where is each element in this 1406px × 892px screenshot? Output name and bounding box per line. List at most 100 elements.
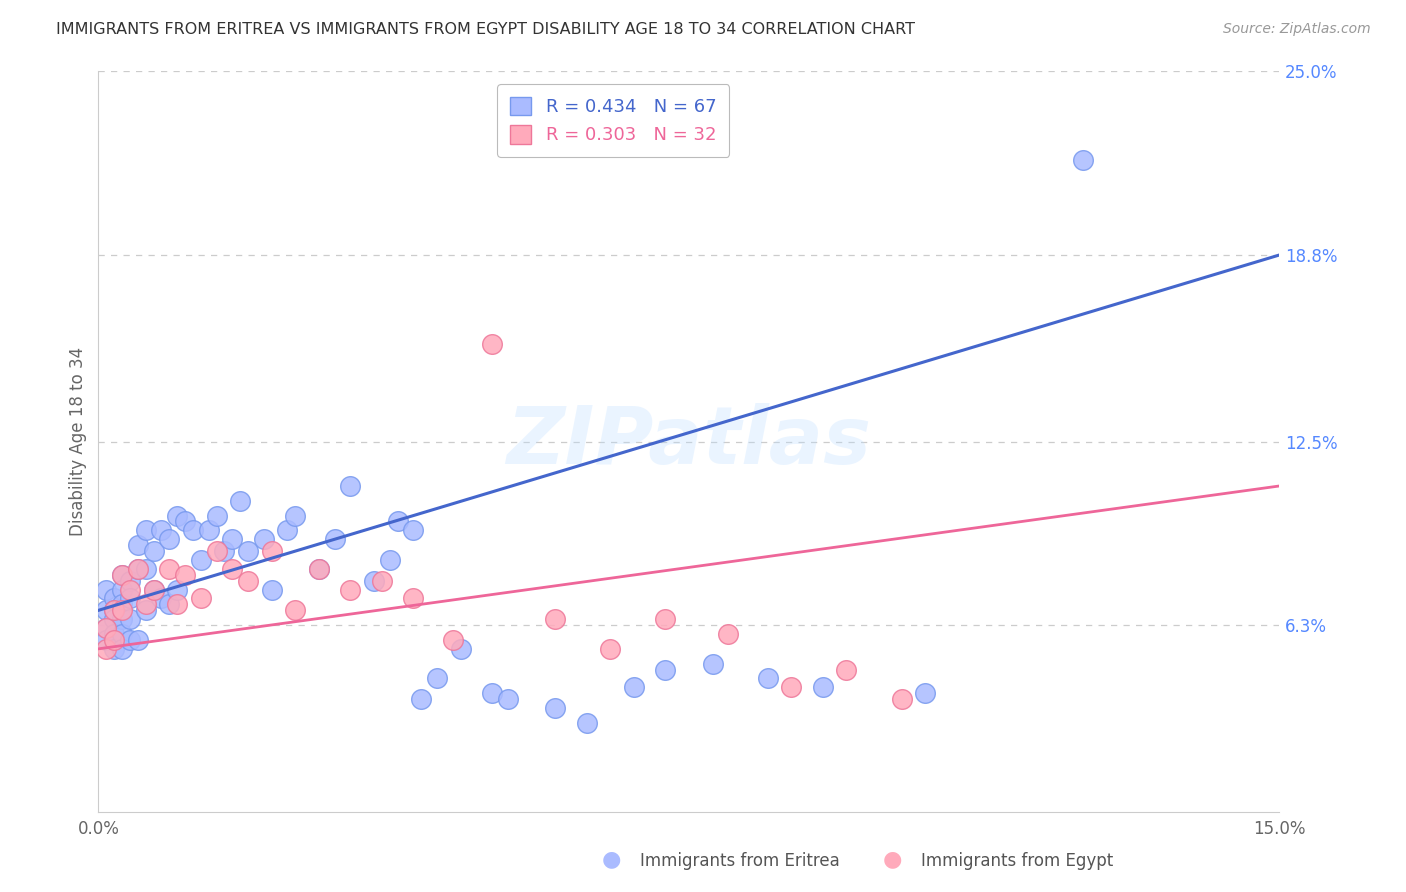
Point	[127, 562, 149, 576]
Point	[111, 567, 134, 582]
Point	[221, 562, 243, 576]
Point	[157, 598, 180, 612]
Text: ●: ●	[883, 850, 903, 870]
Point	[197, 524, 219, 538]
Point	[103, 603, 125, 617]
Point	[174, 515, 197, 529]
Point	[118, 574, 141, 588]
Point	[118, 582, 141, 597]
Point	[544, 612, 567, 626]
Point	[205, 508, 228, 523]
Point	[96, 621, 118, 635]
Point	[166, 598, 188, 612]
Point	[654, 612, 676, 626]
Point	[623, 681, 645, 695]
Point	[402, 591, 425, 606]
Point	[450, 641, 472, 656]
Point	[103, 627, 125, 641]
Point	[111, 627, 134, 641]
Point	[214, 544, 236, 558]
Point	[174, 567, 197, 582]
Text: Immigrants from Egypt: Immigrants from Egypt	[921, 852, 1114, 870]
Point	[260, 582, 283, 597]
Point	[236, 544, 259, 558]
Point	[150, 591, 173, 606]
Point	[811, 681, 834, 695]
Point	[142, 582, 165, 597]
Point	[127, 562, 149, 576]
Point	[1071, 153, 1094, 168]
Point	[181, 524, 204, 538]
Point	[253, 533, 276, 547]
Point	[103, 632, 125, 647]
Point	[135, 598, 157, 612]
Point	[260, 544, 283, 558]
Point	[229, 493, 252, 508]
Point	[166, 508, 188, 523]
Point	[205, 544, 228, 558]
Y-axis label: Disability Age 18 to 34: Disability Age 18 to 34	[69, 347, 87, 536]
Point	[308, 562, 330, 576]
Point	[96, 641, 118, 656]
Point	[96, 603, 118, 617]
Point	[96, 632, 118, 647]
Point	[103, 603, 125, 617]
Point	[118, 612, 141, 626]
Point	[702, 657, 724, 671]
Point	[118, 591, 141, 606]
Point	[890, 692, 912, 706]
Point	[103, 612, 125, 626]
Point	[717, 627, 740, 641]
Point	[111, 603, 134, 617]
Point	[575, 715, 598, 730]
Point	[284, 603, 307, 617]
Point	[157, 562, 180, 576]
Point	[190, 553, 212, 567]
Point	[135, 603, 157, 617]
Point	[111, 582, 134, 597]
Point	[599, 641, 621, 656]
Point	[284, 508, 307, 523]
Point	[402, 524, 425, 538]
Point	[654, 663, 676, 677]
Point	[308, 562, 330, 576]
Point	[835, 663, 858, 677]
Legend: R = 0.434   N = 67, R = 0.303   N = 32: R = 0.434 N = 67, R = 0.303 N = 32	[498, 84, 730, 157]
Point	[118, 632, 141, 647]
Point	[111, 598, 134, 612]
Point	[127, 538, 149, 552]
Text: ZIPatlas: ZIPatlas	[506, 402, 872, 481]
Point	[111, 567, 134, 582]
Point	[378, 553, 401, 567]
Point	[157, 533, 180, 547]
Point	[142, 544, 165, 558]
Point	[111, 612, 134, 626]
Point	[135, 524, 157, 538]
Point	[135, 562, 157, 576]
Point	[96, 621, 118, 635]
Point	[339, 479, 361, 493]
Point	[166, 582, 188, 597]
Point	[150, 524, 173, 538]
Text: Source: ZipAtlas.com: Source: ZipAtlas.com	[1223, 22, 1371, 37]
Point	[103, 641, 125, 656]
Point	[544, 701, 567, 715]
Point	[190, 591, 212, 606]
Text: IMMIGRANTS FROM ERITREA VS IMMIGRANTS FROM EGYPT DISABILITY AGE 18 TO 34 CORRELA: IMMIGRANTS FROM ERITREA VS IMMIGRANTS FR…	[56, 22, 915, 37]
Point	[371, 574, 394, 588]
Point	[236, 574, 259, 588]
Point	[127, 632, 149, 647]
Point	[323, 533, 346, 547]
Point	[276, 524, 298, 538]
Point	[441, 632, 464, 647]
Point	[496, 692, 519, 706]
Point	[756, 672, 779, 686]
Text: ●: ●	[602, 850, 621, 870]
Point	[363, 574, 385, 588]
Point	[481, 336, 503, 351]
Point	[411, 692, 433, 706]
Text: Immigrants from Eritrea: Immigrants from Eritrea	[640, 852, 839, 870]
Point	[426, 672, 449, 686]
Point	[780, 681, 803, 695]
Point	[111, 641, 134, 656]
